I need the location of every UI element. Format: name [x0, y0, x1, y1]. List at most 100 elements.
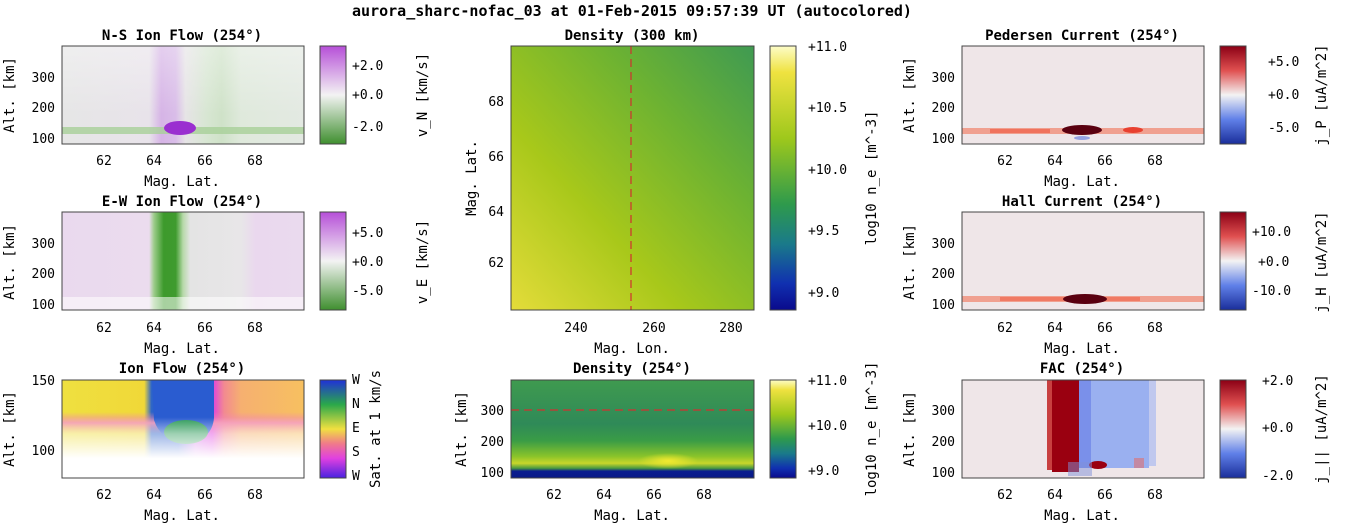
- y-axis-label: Alt. [km]: [2, 57, 18, 133]
- y-tick-label: 300: [932, 404, 955, 419]
- heatmap-ew-flow: [62, 212, 304, 310]
- axes-frame: [510, 45, 755, 311]
- y-ticks: 100 200 300: [932, 237, 955, 313]
- colorbar-tick-label: +2.0: [1262, 374, 1293, 389]
- colorbar-ticks: W N E S W: [352, 373, 360, 484]
- colorbar-tick-label: +10.0: [808, 163, 847, 178]
- y-tick-label: 64: [488, 205, 504, 220]
- colorbar-ticks: +10.0 +0.0 -10.0: [1252, 225, 1291, 299]
- panel-title: Hall Current (254°): [1002, 194, 1162, 210]
- y-axis-label: Alt. [km]: [902, 391, 918, 467]
- axes-frame: [61, 379, 305, 479]
- colorbar-tick-label: -5.0: [1268, 121, 1299, 136]
- y-tick-label: 100: [32, 444, 55, 459]
- y-tick-label: 100: [32, 132, 55, 147]
- y-tick-label: 300: [932, 71, 955, 86]
- colorbar: [1219, 379, 1247, 479]
- x-ticks: 62 64 66 68: [546, 488, 712, 503]
- x-tick-label: 64: [1047, 154, 1063, 169]
- colorbar-label: v_E [km/s]: [415, 220, 431, 304]
- x-ticks: 240 260 280: [564, 321, 742, 336]
- y-tick-label: 66: [488, 150, 504, 165]
- colorbar-tick-label: +0.0: [1268, 88, 1299, 103]
- heatmap-density-300: [511, 46, 754, 310]
- panel-title: Density (254°): [573, 361, 691, 377]
- x-tick-label: 260: [642, 321, 665, 336]
- x-tick-label: 66: [197, 488, 213, 503]
- colorbar-tick-label: W: [352, 373, 360, 388]
- heatmap-ion-flow: [62, 380, 304, 478]
- heatmap-pedersen: [962, 46, 1204, 144]
- axes-frame: [961, 379, 1205, 479]
- colorbar-ticks: +11.0 +10.0 +9.0: [808, 374, 847, 479]
- panel-density-254: Density (254°) 62 64 66 68 100 200 300 M…: [454, 361, 880, 524]
- x-tick-label: 62: [546, 488, 562, 503]
- y-tick-label: 100: [932, 298, 955, 313]
- panel-ion-flow: Ion Flow (254°) 62 64 66 68 100 150 Mag.…: [2, 361, 384, 524]
- colorbar-tick-label: -10.0: [1252, 284, 1291, 299]
- y-tick-label: 200: [932, 435, 955, 450]
- x-tick-label: 66: [197, 321, 213, 336]
- y-ticks: 100 200 300: [481, 404, 504, 481]
- axes-frame: [510, 379, 755, 479]
- colorbar-tick-label: +5.0: [352, 226, 383, 241]
- x-axis-label: Mag. Lat.: [144, 508, 220, 524]
- x-tick-label: 62: [96, 321, 112, 336]
- colorbar-label: log10 n_e [m^-3]: [864, 362, 880, 497]
- x-ticks: 62 64 66 68: [96, 321, 263, 336]
- x-tick-label: 62: [997, 321, 1013, 336]
- panel-title: Pedersen Current (254°): [985, 28, 1179, 44]
- axes-frame: [61, 45, 305, 145]
- colorbar-tick-label: +11.0: [808, 40, 847, 55]
- colorbar-label: Sat. at 1 km/s: [368, 370, 384, 488]
- x-tick-label: 68: [1147, 321, 1163, 336]
- panel-density-300km: Density (300 km) 240 260 280 62 64 66 68…: [464, 28, 880, 357]
- x-tick-label: 62: [997, 154, 1013, 169]
- x-tick-label: 66: [1097, 321, 1113, 336]
- x-ticks: 62 64 66 68: [96, 488, 263, 503]
- colorbar-tick-label: N: [352, 397, 360, 412]
- colorbar-label: j_P [uA/m^2]: [1314, 44, 1330, 145]
- colorbar-tick-label: +10.0: [808, 419, 847, 434]
- panel-pedersen-current: Pedersen Current (254°) 62 64 66 68 100 …: [902, 28, 1330, 190]
- x-ticks: 62 64 66 68: [96, 154, 263, 169]
- x-axis-label: Mag. Lat.: [144, 341, 220, 357]
- x-axis-label: Mag. Lat.: [594, 508, 670, 524]
- x-tick-label: 62: [997, 488, 1013, 503]
- panel-ns-ion-flow: N-S Ion Flow (254°) 62 64 66 68 100 200 …: [2, 28, 431, 190]
- x-tick-label: 62: [96, 488, 112, 503]
- colorbar-tick-label: +9.5: [808, 224, 839, 239]
- y-tick-label: 200: [481, 435, 504, 450]
- y-tick-label: 300: [32, 71, 55, 86]
- colorbar-label: v_N [km/s]: [415, 53, 431, 137]
- figure-title: aurora_sharc-nofac_03 at 01-Feb-2015 09:…: [352, 2, 912, 20]
- x-tick-label: 68: [696, 488, 712, 503]
- panel-ew-ion-flow: E-W Ion Flow (254°) 62 64 66 68 100 200 …: [2, 194, 431, 357]
- colorbar-label: j_|| [uA/m^2]: [1314, 374, 1330, 484]
- y-ticks: 100 150: [32, 374, 55, 459]
- colorbar-ticks: +2.0 +0.0 -2.0: [352, 59, 383, 135]
- colorbar: [1219, 45, 1247, 145]
- colorbar-label: j_H [uA/m^2]: [1314, 211, 1330, 312]
- axes-frame: [61, 211, 305, 311]
- x-axis-label: Mag. Lat.: [1044, 341, 1120, 357]
- y-ticks: 100 200 300: [932, 71, 955, 147]
- y-axis-label: Alt. [km]: [2, 391, 18, 467]
- y-ticks: 100 200 300: [32, 237, 55, 313]
- x-tick-label: 66: [1097, 488, 1113, 503]
- y-tick-label: 100: [932, 466, 955, 481]
- axes-frame: [961, 45, 1205, 145]
- colorbar-tick-label: +10.5: [808, 101, 847, 116]
- panel-title: Density (300 km): [565, 28, 700, 44]
- y-axis-label: Mag. Lat.: [464, 140, 480, 216]
- x-ticks: 62 64 66 68: [997, 488, 1163, 503]
- colorbar-tick-label: +11.0: [808, 374, 847, 389]
- x-tick-label: 62: [96, 154, 112, 169]
- x-tick-label: 66: [197, 154, 213, 169]
- heatmap-fac: [962, 380, 1204, 478]
- colorbar-tick-label: +0.0: [352, 255, 383, 270]
- colorbar-tick-label: S: [352, 445, 360, 460]
- y-tick-label: 200: [932, 101, 955, 116]
- x-tick-label: 68: [247, 488, 263, 503]
